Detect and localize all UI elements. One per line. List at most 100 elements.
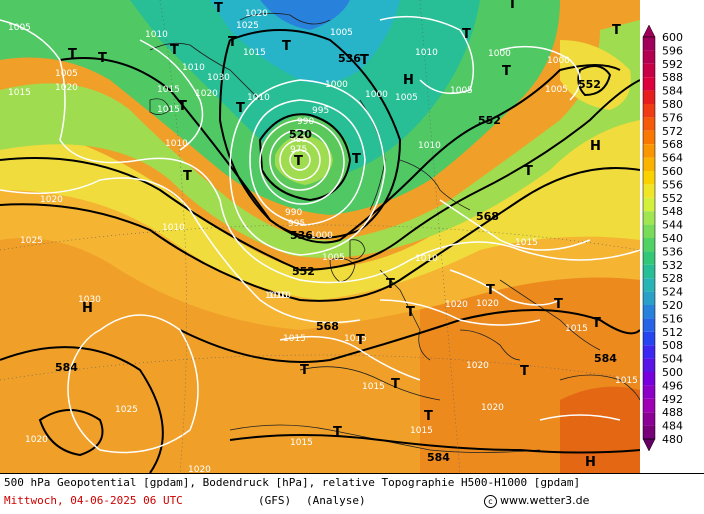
low-symbol: T <box>524 164 533 179</box>
low-symbol: T <box>333 425 342 440</box>
pressure-label: 1015 <box>283 334 306 344</box>
geopotential-contours <box>0 29 640 473</box>
legend-label: 524 <box>662 286 683 299</box>
color-scale-legend: 6005965925885845805765725685645605565525… <box>642 24 683 452</box>
height-label: 536 <box>290 229 313 242</box>
legend-label: 568 <box>662 138 683 151</box>
legend-label: 552 <box>662 192 683 205</box>
legend-label: 512 <box>662 326 683 339</box>
legend-swatch <box>643 358 655 372</box>
pressure-label: 1025 <box>236 21 259 31</box>
legend-label: 564 <box>662 152 683 165</box>
height-label: 584 <box>594 352 617 365</box>
pressure-label: 1005 <box>8 23 31 33</box>
height-label: 536 <box>338 52 361 65</box>
pressure-label: 1015 <box>515 238 538 248</box>
pressure-labels: 1005 1010 1020 1025 1015 1020 1010 1005 … <box>8 9 638 473</box>
legend-label: 540 <box>662 232 683 245</box>
field-light-green <box>0 20 640 258</box>
pressure-label: 1010 <box>165 139 188 149</box>
pressure-label: 1015 <box>615 376 638 386</box>
pressure-label: 1000 <box>488 49 511 59</box>
legend-label: 580 <box>662 98 683 111</box>
pressure-label: 985 <box>290 135 307 145</box>
low-symbol: T <box>170 43 179 58</box>
pressure-label: 1005 <box>330 28 353 38</box>
legend-label: 492 <box>662 393 683 406</box>
pressure-label: 1015 <box>8 88 31 98</box>
low-symbol: T <box>520 364 529 379</box>
pressure-label: 1020 <box>55 83 78 93</box>
footer-second-line: Mittwoch, 04-06-2025 06 UTC (GFS) (Analy… <box>4 494 366 507</box>
pressure-label: 990 <box>285 208 302 218</box>
pressure-label: 1010 <box>162 223 185 233</box>
run-type: (Analyse) <box>306 494 366 507</box>
legend-swatch <box>643 385 655 399</box>
low-symbol: T <box>424 409 433 424</box>
low-symbol: T <box>554 297 563 312</box>
legend-swatch <box>643 278 655 292</box>
legend-label: 548 <box>662 205 683 218</box>
pressure-label: 1015 <box>410 426 433 436</box>
height-label: 584 <box>55 361 78 374</box>
pressure-label: 1010 <box>418 141 441 151</box>
map-description: 500 hPa Geopotential [gpdam], Bodendruck… <box>4 476 581 489</box>
low-symbol: T <box>214 1 223 16</box>
pressure-label: 1010 <box>145 30 168 40</box>
pressure-label: 990 <box>297 117 314 127</box>
pressure-label: 1015 <box>157 85 180 95</box>
legend-swatch <box>643 211 655 225</box>
legend-swatch <box>643 50 655 64</box>
legend-swatch <box>643 238 655 252</box>
legend-label: 592 <box>662 58 683 71</box>
low-symbol: T <box>406 305 415 320</box>
low-symbol: T <box>612 23 621 38</box>
field-cyan <box>210 0 400 84</box>
pressure-label: 1020 <box>195 89 218 99</box>
low-symbol: T <box>178 99 187 114</box>
legend-top-arrow <box>642 24 656 38</box>
low-symbol: T <box>386 277 395 292</box>
pressure-label: 1030 <box>207 73 230 83</box>
legend-label: 544 <box>662 219 683 232</box>
valid-date: Mittwoch, 04-06-2025 06 UTC <box>4 494 183 507</box>
legend-swatch <box>643 224 655 238</box>
pressure-label: 1020 <box>25 435 48 445</box>
low-symbol: T <box>98 51 107 66</box>
pressure-centers: T T T T T T T T T T T T T T T T T T T T … <box>68 0 621 470</box>
pressure-label: 1010 <box>415 48 438 58</box>
low-symbol: T <box>282 39 291 54</box>
legend-label: 532 <box>662 259 683 272</box>
legend-label: 516 <box>662 312 683 325</box>
height-label: 552 <box>292 265 315 278</box>
copyright-link[interactable]: www.wetter3.de <box>500 494 590 507</box>
legend-swatch <box>643 197 655 212</box>
legend-label: 584 <box>662 85 683 98</box>
legend-swatch <box>643 117 655 131</box>
low-symbol: T <box>294 154 303 169</box>
pressure-label: 1020 <box>40 195 63 205</box>
legend-label: 480 <box>662 433 683 446</box>
pressure-label: 1010 <box>182 63 205 73</box>
pressure-label: 1010 <box>265 291 288 301</box>
legend-swatch <box>643 264 655 279</box>
pressure-label: 1015 <box>565 324 588 334</box>
pressure-label: 1000 <box>547 56 570 66</box>
high-symbol: H <box>403 73 414 88</box>
legend-label: 508 <box>662 339 683 352</box>
pressure-label: 1000 <box>310 231 333 241</box>
legend-label: 500 <box>662 366 683 379</box>
low-symbol: T <box>486 283 495 298</box>
low-symbol: T <box>592 316 601 331</box>
low-symbol: T <box>356 333 365 348</box>
legend-swatch <box>643 372 655 386</box>
legend-swatch <box>643 425 655 439</box>
copyright[interactable]: c www.wetter3.de <box>484 494 589 508</box>
weather-map: 1005 1010 1020 1025 1015 1020 1010 1005 … <box>0 0 640 473</box>
field-blue <box>260 0 350 30</box>
legend-label: 504 <box>662 353 683 366</box>
height-label: 584 <box>427 451 450 464</box>
pressure-label: 1020 <box>245 9 268 19</box>
pressure-label: 1020 <box>481 403 504 413</box>
pressure-label: 1020 <box>188 465 211 473</box>
